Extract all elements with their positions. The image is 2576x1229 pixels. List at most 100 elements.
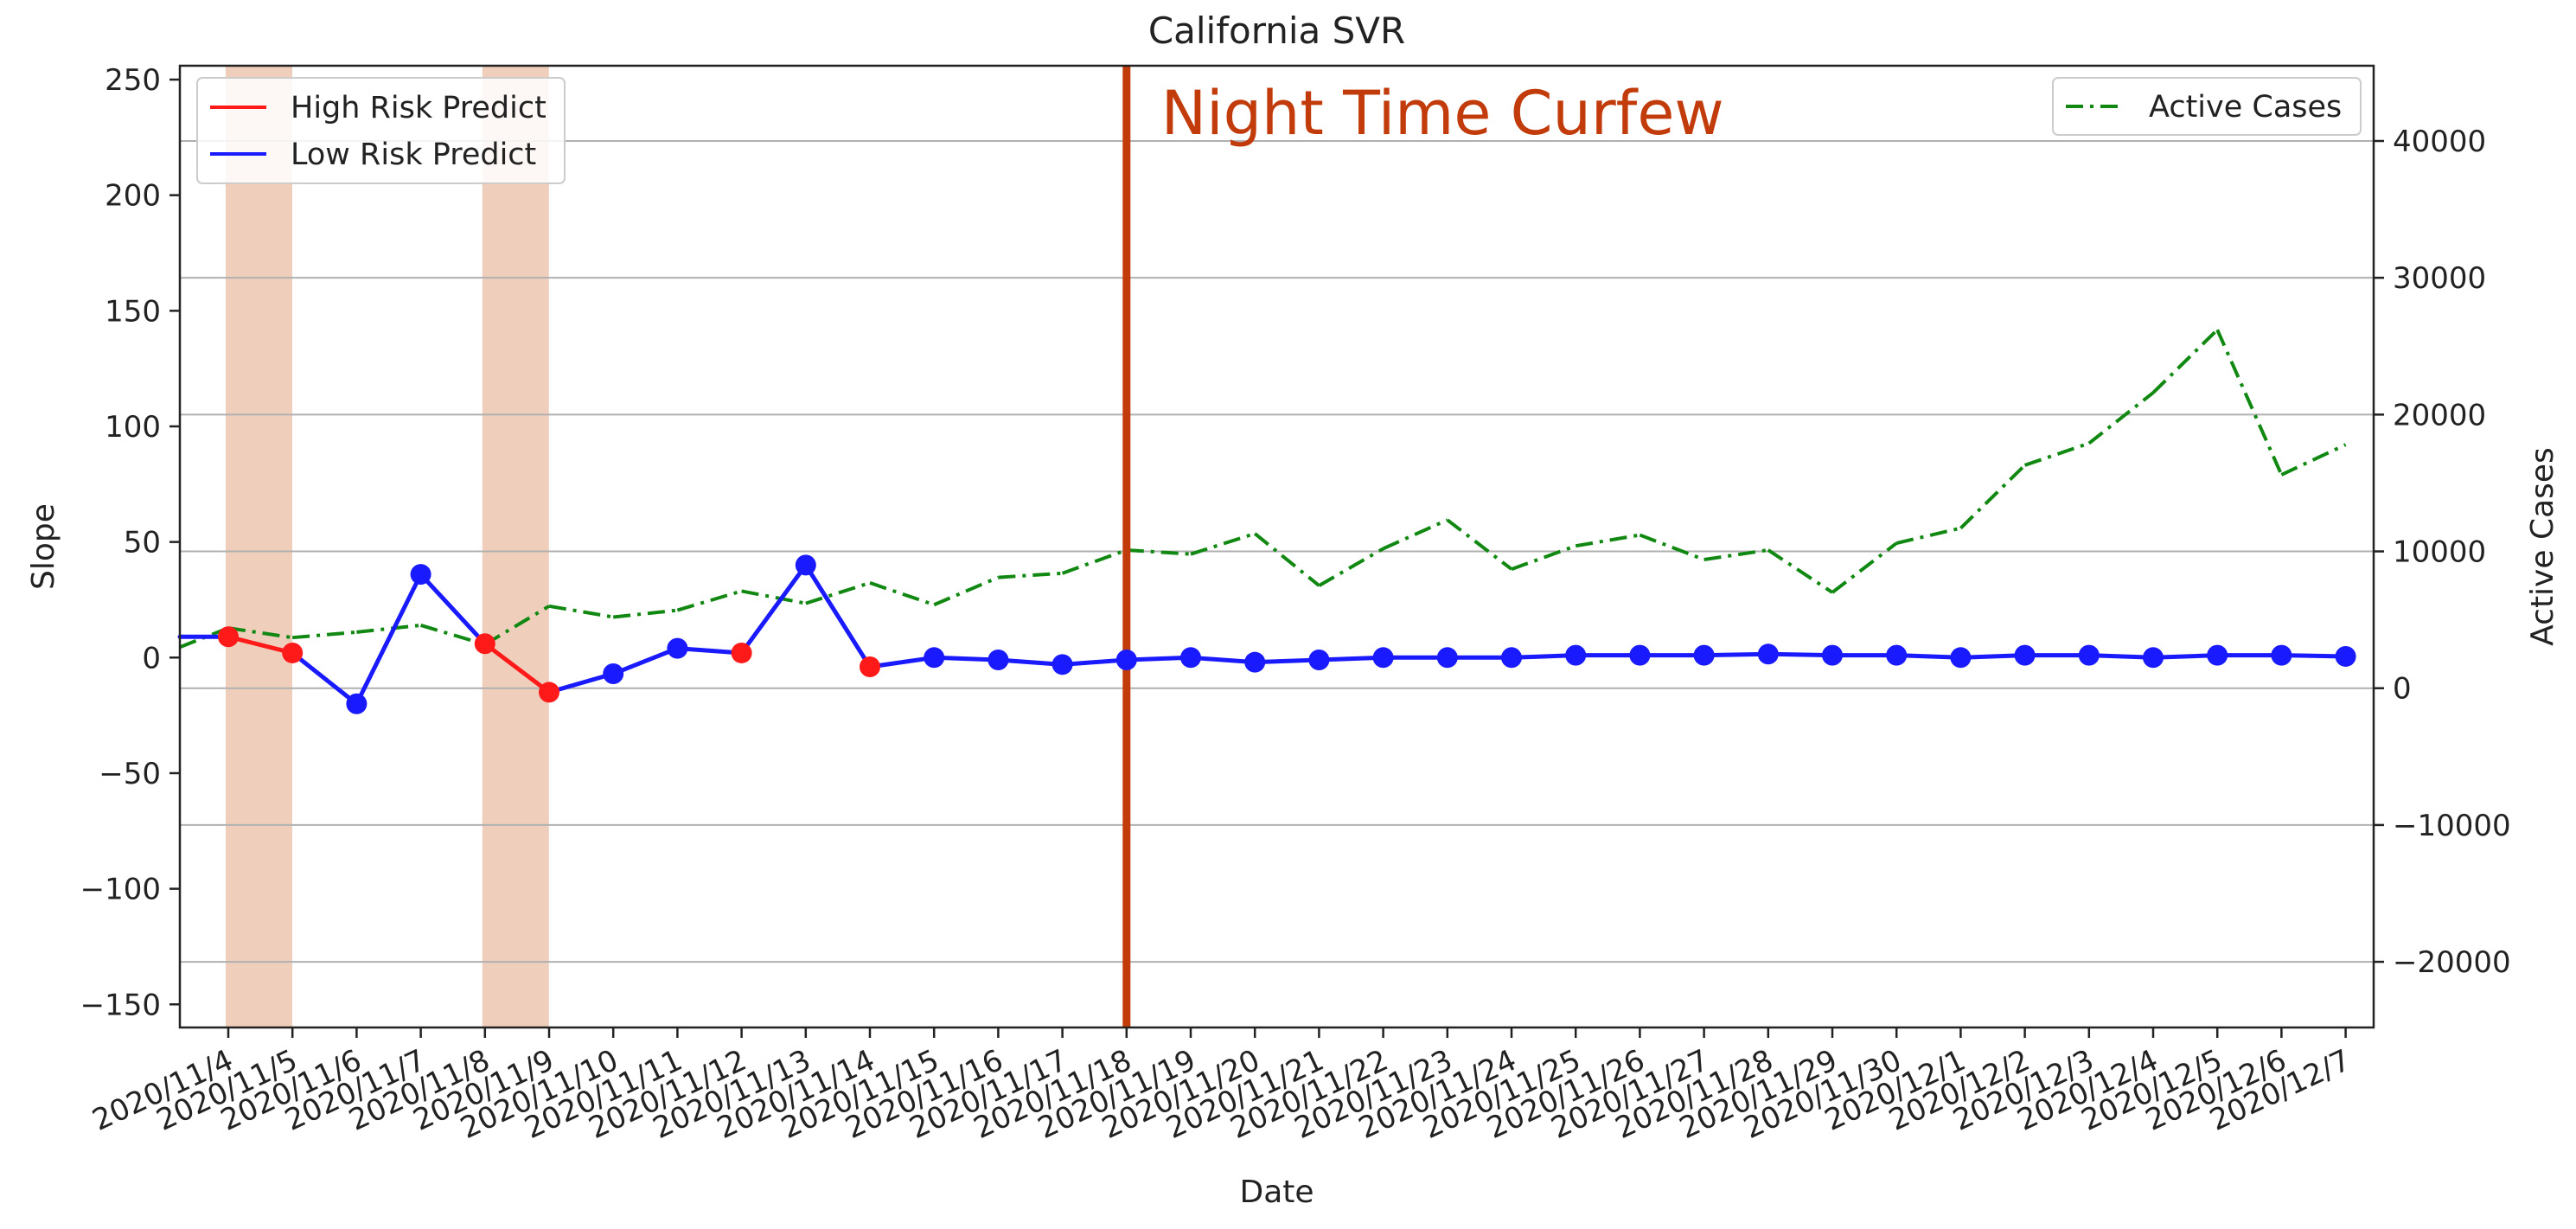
low-risk-segment (1766, 651, 1835, 658)
low-risk-point (2207, 644, 2228, 666)
low-risk-segment (1252, 657, 1321, 665)
slope-points (218, 554, 2356, 714)
shaded-regions (226, 66, 549, 1027)
low-risk-point (346, 693, 368, 714)
low-risk-segment (547, 671, 616, 695)
active-cases-segment (2280, 443, 2347, 477)
low-risk-point (667, 637, 688, 659)
low-risk-point (2143, 647, 2164, 669)
high-risk-point (218, 626, 239, 648)
low-risk-segment (1060, 657, 1129, 667)
active-cases-segment (998, 571, 1063, 579)
legend-label-low-risk: Low Risk Predict (291, 138, 536, 172)
low-risk-segment (610, 646, 680, 676)
low-risk-point (1886, 644, 1908, 666)
active-cases-series (179, 328, 2347, 650)
active-cases-segment (869, 581, 935, 607)
active-cases-segment (741, 589, 807, 605)
low-risk-point (1115, 649, 1137, 670)
low-risk-segment (2087, 653, 2156, 660)
low-risk-segment (419, 572, 488, 646)
active-cases-segment (1959, 464, 2027, 530)
low-risk-point (1180, 647, 1201, 669)
y-axis-label: Slope (26, 503, 61, 590)
y-tick-label: 100 (105, 410, 161, 445)
shaded-region (226, 66, 292, 1027)
active-cases-segment (1126, 547, 1192, 556)
active-cases-segment (1831, 541, 1898, 594)
y-right-tick-label: 40000 (2393, 125, 2486, 159)
high-risk-point (282, 642, 304, 663)
y-tick-label: 150 (105, 294, 161, 329)
active-cases-segment (2151, 328, 2219, 394)
active-cases-segment (1446, 518, 1513, 571)
low-risk-segment (290, 650, 359, 707)
y-right-tick-label: −10000 (2393, 809, 2511, 843)
shaded-region (482, 66, 549, 1027)
high-risk-point (539, 682, 559, 703)
low-risk-segment (931, 655, 1000, 663)
low-risk-point (1629, 644, 1651, 666)
y-tick-label: −50 (99, 757, 161, 791)
low-risk-segment (354, 572, 424, 707)
active-cases-segment (227, 626, 293, 640)
active-cases-segment (1253, 532, 1320, 587)
y-tick-label: 50 (124, 526, 161, 560)
low-risk-segment (1316, 655, 1386, 663)
y-tick-label: −100 (80, 873, 161, 907)
low-risk-point (2335, 645, 2356, 667)
low-risk-segment (1958, 653, 2028, 660)
low-risk-segment (995, 657, 1065, 667)
low-risk-point (924, 647, 945, 669)
high-risk-segment (483, 641, 552, 695)
low-risk-point (1051, 654, 1073, 675)
low-risk-point (988, 649, 1009, 670)
low-risk-point (795, 554, 816, 576)
low-risk-segment (803, 562, 873, 669)
low-risk-point (1757, 643, 1779, 665)
active-cases-segment (483, 605, 551, 646)
y-right-tick-label: 30000 (2393, 261, 2486, 296)
y-tick-label: 200 (105, 179, 161, 214)
y-right-tick-label: 20000 (2393, 398, 2486, 432)
y-tick-label: 0 (142, 641, 161, 675)
active-cases-segment (1575, 533, 1640, 548)
active-cases-segment (548, 604, 614, 619)
active-cases-segment (420, 624, 486, 647)
active-cases-segment (1190, 532, 1256, 556)
active-cases-segment (2087, 391, 2155, 445)
low-risk-segment (739, 562, 809, 656)
active-cases-segment (292, 630, 357, 640)
low-risk-point (1693, 644, 1715, 666)
active-cases-segment (805, 581, 871, 605)
legend-label-high-risk: High Risk Predict (291, 91, 547, 125)
low-risk-point (1372, 647, 1394, 669)
legend-left-box (196, 77, 566, 184)
active-cases-segment (2215, 329, 2284, 476)
low-risk-point (1950, 647, 1972, 669)
event-annotation: Night Time Curfew (1161, 78, 1724, 149)
legend-right: Active Cases (2052, 77, 2362, 136)
active-cases-segment (1639, 533, 1705, 561)
active-cases-segment (1382, 518, 1448, 551)
axes: −150 −100 −50 0 50 100 150 200 250 −20000 −10000 0 1… (80, 63, 2511, 1146)
low-risk-point (1822, 644, 1843, 666)
y-axis-right-label: Active Cases (2525, 447, 2560, 646)
high-risk-point (731, 642, 752, 663)
low-risk-point (410, 564, 431, 586)
legend-right-box (2052, 77, 2362, 136)
low-risk-segment (674, 646, 745, 656)
active-cases-segment (1511, 544, 1576, 571)
y-tick-label: −150 (80, 988, 161, 1022)
low-risk-segment (1894, 653, 1963, 660)
low-risk-point (1436, 647, 1458, 669)
active-cases-segment (1318, 547, 1384, 587)
active-cases-segment (1767, 548, 1834, 594)
active-cases-segment (1703, 547, 1769, 562)
legend-label-active-cases: Active Cases (2149, 90, 2342, 125)
low-risk-point (2078, 644, 2100, 666)
low-risk-segment (2151, 653, 2220, 660)
legend-left: High Risk Predict Low Risk Predict (196, 77, 566, 184)
